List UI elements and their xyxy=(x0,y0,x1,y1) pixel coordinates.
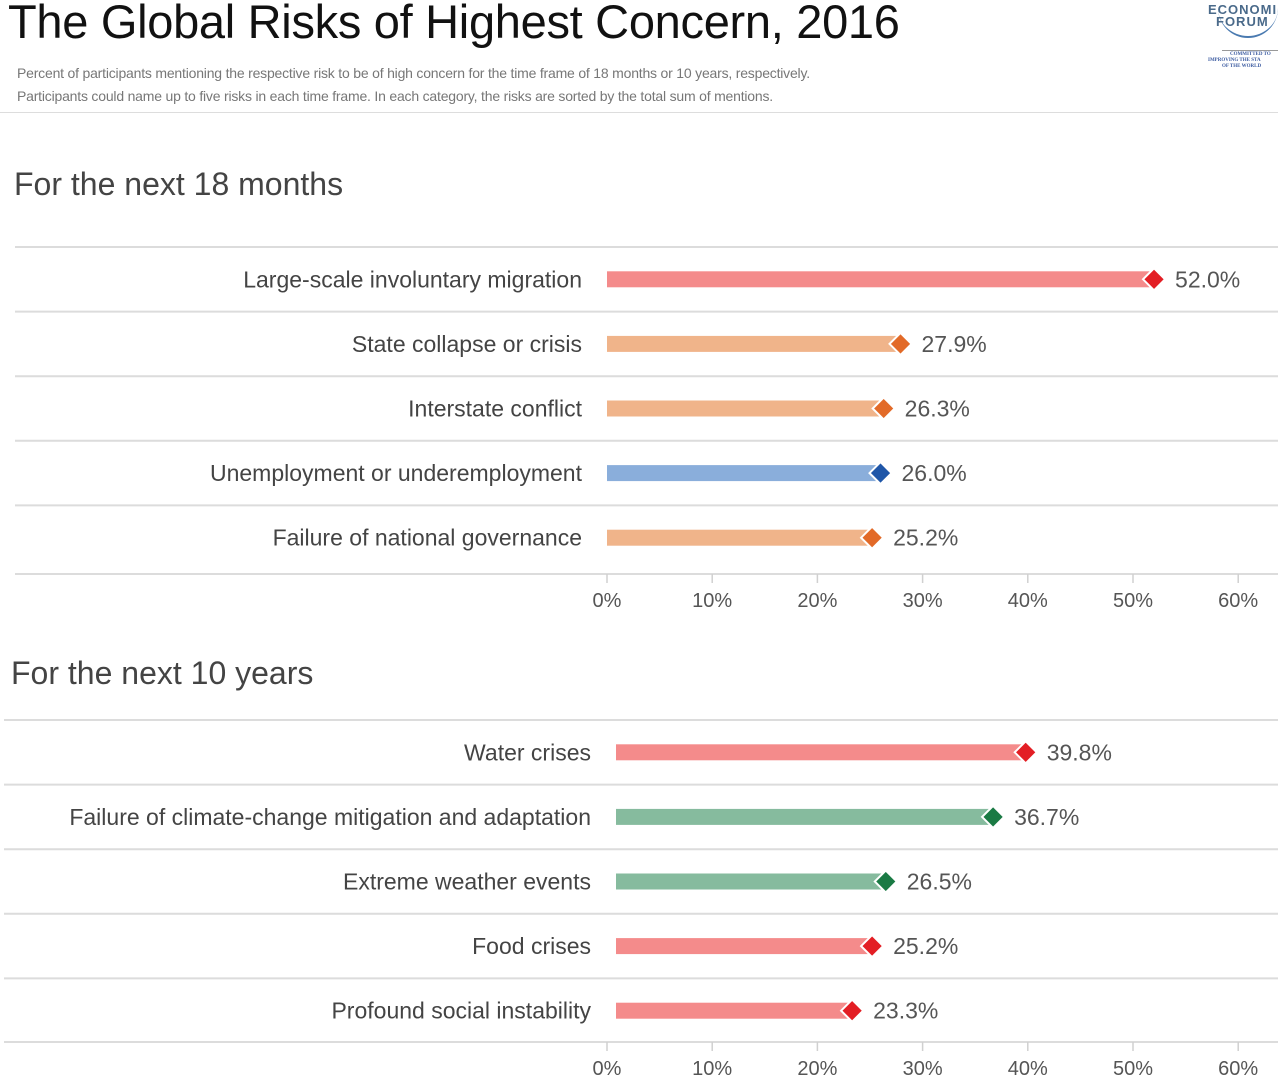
value-label-18m: 52.0% xyxy=(1175,266,1240,292)
bar-18m xyxy=(607,335,901,352)
diamond-marker-10y xyxy=(859,933,885,959)
diamond-marker-18m xyxy=(871,396,897,421)
logo-tagline-3: OF THE WORLD xyxy=(1222,64,1262,69)
category-label-18m: Unemployment or underemployment xyxy=(210,460,583,486)
logo-text-line-1: ECONOMI xyxy=(1208,2,1278,17)
diamond-marker-18m xyxy=(868,460,893,486)
value-label-10y: 23.3% xyxy=(873,998,938,1024)
diamond-marker-18m xyxy=(1141,266,1167,292)
bar-10y xyxy=(616,744,1026,761)
logo-tagline-1: COMMITTED TO xyxy=(1230,52,1271,57)
value-label-18m: 25.2% xyxy=(893,525,958,551)
section-title-18-months: For the next 18 months xyxy=(14,166,344,202)
x-tick-label: 50% xyxy=(1113,1058,1153,1080)
section-title-10-years: For the next 10 years xyxy=(11,655,314,691)
category-label-18m: Failure of national governance xyxy=(273,525,582,551)
x-tick-label: 60% xyxy=(1218,590,1258,612)
value-label-10y: 25.2% xyxy=(893,933,958,959)
diamond-marker-10y xyxy=(1013,739,1039,765)
x-tick-label: 40% xyxy=(1008,1058,1048,1080)
bar-10y xyxy=(616,808,994,825)
diamond-marker-18m xyxy=(859,525,885,551)
subtitle-line-2: Participants could name up to five risks… xyxy=(17,88,773,104)
category-label-10y: Failure of climate-change mitigation and… xyxy=(69,804,591,830)
category-label-18m: State collapse or crisis xyxy=(352,331,582,357)
x-tick-label: 20% xyxy=(797,1058,837,1080)
bar-10y xyxy=(616,873,886,890)
bar-10y xyxy=(616,1002,853,1019)
value-label-10y: 36.7% xyxy=(1014,804,1079,830)
category-label-10y: Extreme weather events xyxy=(343,869,591,895)
x-tick-label: 30% xyxy=(903,1058,943,1080)
value-label-10y: 39.8% xyxy=(1047,739,1112,765)
logo-arc xyxy=(1218,0,1278,38)
subtitle-line-1: Percent of participants mentioning the r… xyxy=(17,65,810,81)
x-tick-label: 10% xyxy=(692,590,732,612)
category-label-10y: Water crises xyxy=(464,739,591,765)
value-label-18m: 26.0% xyxy=(902,460,967,486)
value-label-18m: 26.3% xyxy=(905,396,970,422)
x-tick-label: 60% xyxy=(1218,1058,1258,1080)
diamond-marker-10y xyxy=(839,998,865,1024)
bar-18m xyxy=(607,271,1155,288)
x-tick-label: 0% xyxy=(593,590,622,612)
logo-tagline-2: IMPROVING THE STA xyxy=(1208,58,1261,63)
chart-title: The Global Risks of Highest Concern, 201… xyxy=(8,0,900,48)
x-tick-label: 20% xyxy=(797,590,837,612)
diamond-marker-18m xyxy=(888,331,913,357)
logo-text-line-2: FORUM xyxy=(1216,14,1269,29)
x-tick-label: 50% xyxy=(1113,590,1153,612)
header-divider xyxy=(0,112,1278,113)
bar-18m xyxy=(607,529,873,546)
value-label-10y: 26.5% xyxy=(907,869,972,895)
logo-rule xyxy=(1222,50,1278,51)
diamond-marker-10y xyxy=(980,804,1006,830)
category-label-10y: Food crises xyxy=(472,933,591,959)
x-tick-label: 40% xyxy=(1008,590,1048,612)
bar-10y xyxy=(616,938,873,955)
category-label-18m: Interstate conflict xyxy=(408,396,582,422)
category-label-10y: Profound social instability xyxy=(331,998,591,1024)
category-label-18m: Large-scale involuntary migration xyxy=(243,266,582,292)
bar-18m xyxy=(607,400,884,417)
bar-18m xyxy=(607,465,881,482)
value-label-18m: 27.9% xyxy=(922,331,987,357)
diamond-marker-10y xyxy=(873,869,899,894)
x-tick-label: 0% xyxy=(593,1058,622,1080)
x-tick-label: 10% xyxy=(692,1058,732,1080)
x-tick-label: 30% xyxy=(903,590,943,612)
world-economic-forum-logo-icon: ECONOMI FORUM COMMITTED TO IMPROVING THE… xyxy=(1200,0,1278,80)
